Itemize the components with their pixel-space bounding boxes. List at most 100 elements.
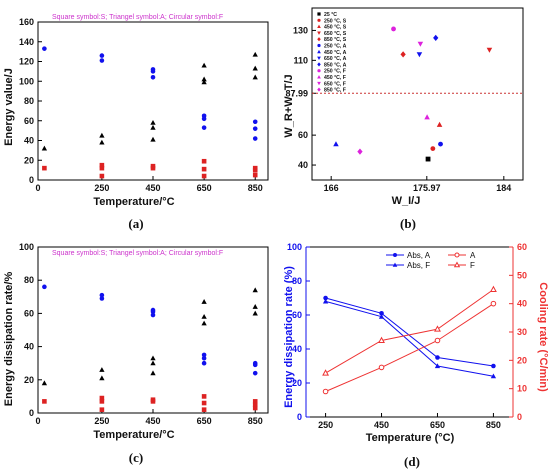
panel-a-point [150,165,156,171]
panel-b-legend-label: 850 °C, F [324,88,346,94]
panel-a-point [252,172,258,178]
panel-b-point [436,121,443,127]
panel-c-point [252,287,258,293]
panel-c-xtick-label: 850 [248,416,263,426]
panel-a-label: (a) [128,216,143,231]
panel-a: Square symbol:S; Triangel symbol:A; Circ… [3,14,269,231]
panel-d-legend-marker [393,253,397,257]
panel-a-point [42,46,47,51]
panel-a-point [252,126,258,131]
panel-b-legend-marker [317,37,321,42]
panel-d-ytick-label: 0 [297,412,302,422]
panel-a-point [252,167,258,173]
panel-c-point [150,355,156,361]
panel-a-point [201,173,207,179]
panel-d-y2tick-label: 20 [517,355,527,365]
panel-b-point [333,141,339,147]
panel-a-point [99,162,105,168]
panel-d-legend-label: Abs, F [407,261,430,270]
panel-a-ytick-label: 20 [24,155,34,165]
panel-b-legend-marker [317,18,321,22]
panel-c-ytick-label: 60 [24,308,34,318]
panel-d-plot: 250 450 650 850 0 20 40 60 80 100 0 10 20 30 40 50 60 Abs… [287,242,527,430]
panel-a-point [99,139,105,145]
panel-d-point [322,369,330,376]
panel-d-xtick-label: 850 [486,420,501,430]
panel-c-point [41,380,48,386]
panel-b-legend-label: 650 °C, F [324,81,346,87]
panel-a-point [99,58,105,63]
panel-b-xtick-label: 166 [324,183,339,193]
panel-d-ylabel: Energy dissipation rate (%) [283,266,295,408]
plot-frame [37,246,269,414]
panel-b-ylabel: W_R+W_T/J [283,74,295,137]
panel-a-point [99,132,105,138]
panel-a-ytick-label: 160 [19,17,34,27]
panel-a-xtick-label: 450 [145,183,160,193]
panel-d-series-line [325,289,494,374]
panel-c-point [201,299,207,304]
panel-a-point [201,62,207,68]
panel-d: Energy dissipation rate (%) Cooling rate… [283,242,549,469]
panel-b-point [433,34,439,42]
panel-d-point [378,313,385,319]
panel-c-point [42,284,47,290]
panel-a-xtick-label: 0 [35,183,40,193]
panel-c-note: Square symbol:S; Triangel symbol:A; Circ… [52,250,223,257]
panel-c-xlabel: Temperature/°C [93,429,174,441]
panel-b-point [424,114,430,120]
panel-a-xlabel: Temperature/°C [93,196,174,208]
panel-a-point [201,125,207,130]
panel-b-legend-marker [317,12,321,16]
panel-d-y2tick-label: 0 [517,412,522,422]
panel-c-point [201,400,207,406]
panel-d-point [323,295,328,301]
panel-b-legend-marker [317,24,321,29]
panel-c-ytick-label: 0 [29,408,34,418]
panel-b-legend-label: 650 °C, S [324,31,347,37]
panel-d-series-line [325,303,494,392]
panel-c-point [252,362,258,368]
panel-d-legend-label: Abs, A [407,251,431,260]
panel-a-ytick-label: 0 [29,175,34,185]
panel-d-point [379,311,384,316]
panel-c-point [42,399,47,404]
panel-b-legend-label: 250 °C, S [324,18,347,24]
panel-a-ytick-label: 120 [19,57,34,67]
panel-d-xtick-label: 650 [430,420,445,430]
panel-d-ytick-label: 20 [292,378,302,388]
panel-b-legend-label: 250 °C, A [324,44,347,50]
panel-c-point [150,312,156,318]
panel-b-legend-label: 450 °C, S [324,25,347,31]
panel-b-legend-marker [317,87,321,92]
panel-c-ytick-label: 100 [19,242,34,252]
panel-d-ytick-label: 80 [292,276,302,286]
panel-c-xtick-label: 250 [94,416,109,426]
panel-c-plot: 0 250 450 650 850 0 20 40 60 80 100 [19,242,269,426]
panel-d-ytick-label: 100 [287,242,302,252]
panel-b-legend-label: 450 °C, A [324,50,347,56]
panel-a-ylabel: Energy value/J [3,68,15,146]
panel-a-point [201,76,207,82]
panel-b-legend-label: 250 °C, F [324,69,346,75]
panel-b-legend-marker [317,69,321,73]
panel-a-point [201,158,207,164]
panel-a-ytick-label: 80 [24,96,34,106]
panel-c-point [99,367,105,372]
panel-a-ytick-label: 60 [24,116,34,126]
panel-c-point [252,405,258,411]
panel-d-legend-marker [454,252,460,258]
panel-d-label: (d) [404,454,420,469]
panel-c-xtick-label: 450 [145,416,160,426]
panel-b-legend-label: 850 °C, S [324,37,347,43]
panel-b-point [417,41,424,47]
panel-a-plot: 0 250 450 650 850 0 20 40 60 80 100 120 140 160 [19,17,269,193]
panel-a-point [42,165,47,171]
panel-b-point [486,47,493,53]
panel-a-point [150,119,156,125]
panel-c-point [150,370,156,376]
panel-c-point [201,407,207,412]
panel-c-label: (c) [129,450,143,465]
